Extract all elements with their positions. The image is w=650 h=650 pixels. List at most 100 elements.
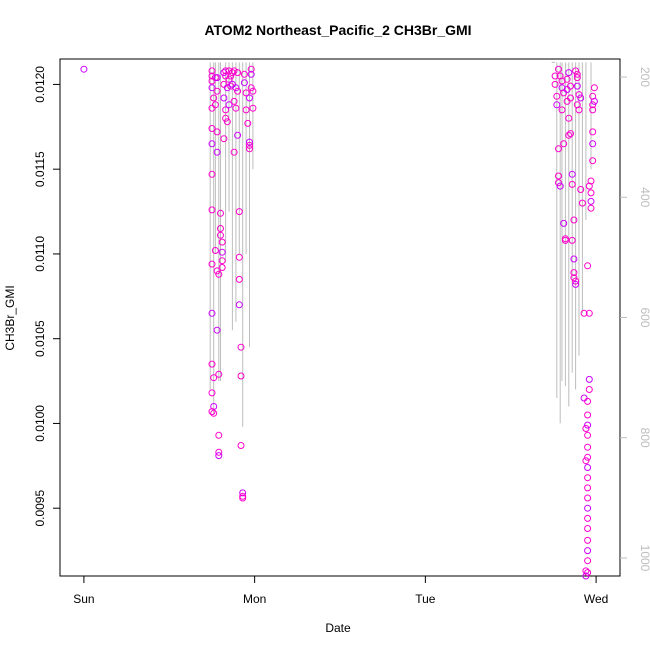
right-tick-label: 1000: [638, 545, 650, 572]
x-tick-label: Mon: [243, 592, 266, 606]
y-tick-label: 0.0095: [33, 490, 47, 527]
data-point: [584, 494, 592, 502]
data-point: [217, 209, 224, 217]
data-point: [234, 69, 242, 77]
data-point: [227, 72, 235, 80]
data-point: [584, 525, 592, 532]
data-point: [584, 474, 592, 482]
data-point: [560, 140, 568, 148]
data-point: [555, 145, 562, 153]
data-point: [208, 260, 216, 268]
data-point: [225, 101, 233, 109]
data-point: [230, 148, 238, 156]
data-point: [249, 104, 257, 112]
data-point: [575, 91, 583, 99]
data-point: [561, 235, 569, 243]
data-point: [235, 208, 243, 216]
data-point: [555, 172, 562, 180]
data-point: [584, 536, 592, 544]
data-point: [572, 277, 580, 285]
data-point: [235, 275, 243, 283]
right-tick-label: 400: [638, 187, 650, 207]
right-tick-label: 200: [638, 67, 650, 87]
data-point: [555, 179, 562, 187]
data-point: [582, 572, 590, 580]
data-point: [584, 397, 592, 405]
data-point: [80, 65, 88, 73]
data-point: [215, 452, 223, 460]
data-point: [230, 67, 238, 75]
data-point: [239, 494, 247, 502]
data-point: [247, 65, 255, 73]
data-point: [584, 504, 592, 512]
data-point: [208, 84, 216, 92]
data-point: [584, 431, 592, 439]
data-point: [240, 79, 248, 87]
data-point: [242, 89, 250, 97]
y-axis-label: CH3Br_GMI: [3, 285, 17, 350]
data-point: [232, 84, 240, 92]
data-point: [218, 248, 226, 256]
data-point: [210, 94, 218, 102]
data-point: [225, 75, 233, 83]
data-point: [584, 262, 592, 270]
data-point: [215, 370, 223, 378]
data-point: [228, 69, 236, 77]
data-point: [246, 145, 253, 153]
data-point: [551, 72, 559, 80]
data-point: [589, 140, 597, 148]
data-point: [589, 106, 597, 114]
data-point: [565, 131, 573, 139]
data-point: [235, 253, 243, 261]
data-point: [237, 442, 245, 449]
data-point: [208, 389, 216, 397]
data-point: [215, 448, 223, 456]
data-point: [223, 84, 231, 92]
data-point: [568, 170, 576, 178]
data-point: [582, 425, 590, 432]
data-point: [220, 94, 228, 102]
data-point: [563, 75, 571, 83]
data-point: [208, 206, 216, 214]
x-tick-label: Sun: [73, 592, 94, 606]
data-point: [585, 386, 593, 393]
data-point: [584, 411, 592, 419]
data-point: [246, 141, 253, 149]
data-point: [587, 204, 595, 212]
data-point: [211, 247, 219, 254]
data-point: [560, 219, 568, 227]
x-axis: Sun Mon Tue Wed: [73, 576, 608, 606]
data-point: [218, 264, 226, 271]
data-point: [567, 94, 574, 102]
data-point: [217, 231, 224, 239]
data-point: [587, 197, 595, 205]
y-tick-label: 0.0120: [33, 66, 47, 103]
data-point: [573, 82, 581, 90]
data-point: [551, 80, 559, 88]
data-point: [584, 453, 592, 461]
data-point: [589, 92, 597, 100]
data-point: [573, 70, 581, 78]
data-point: [584, 547, 592, 555]
chart-title: ATOM2 Northeast_Pacific_2 CH3Br_GMI: [204, 22, 471, 38]
data-point: [223, 118, 231, 126]
data-point: [208, 170, 216, 178]
data-point: [230, 97, 238, 105]
data-point: [246, 138, 253, 146]
right-tick-label: 600: [638, 307, 650, 327]
data-point: [577, 94, 585, 102]
data-point: [249, 87, 257, 95]
data-point: [208, 67, 216, 75]
data-point: [575, 106, 583, 114]
data-point: [246, 94, 253, 102]
data-point: [585, 375, 593, 383]
data-point: [213, 87, 221, 95]
data-point: [590, 84, 598, 92]
data-point: [584, 557, 592, 565]
data-point: [234, 131, 242, 139]
data-point: [208, 408, 216, 416]
right-tick-label: 800: [638, 428, 650, 448]
plot-frame: [59, 58, 621, 577]
data-point: [235, 301, 243, 309]
data-point: [573, 74, 581, 82]
